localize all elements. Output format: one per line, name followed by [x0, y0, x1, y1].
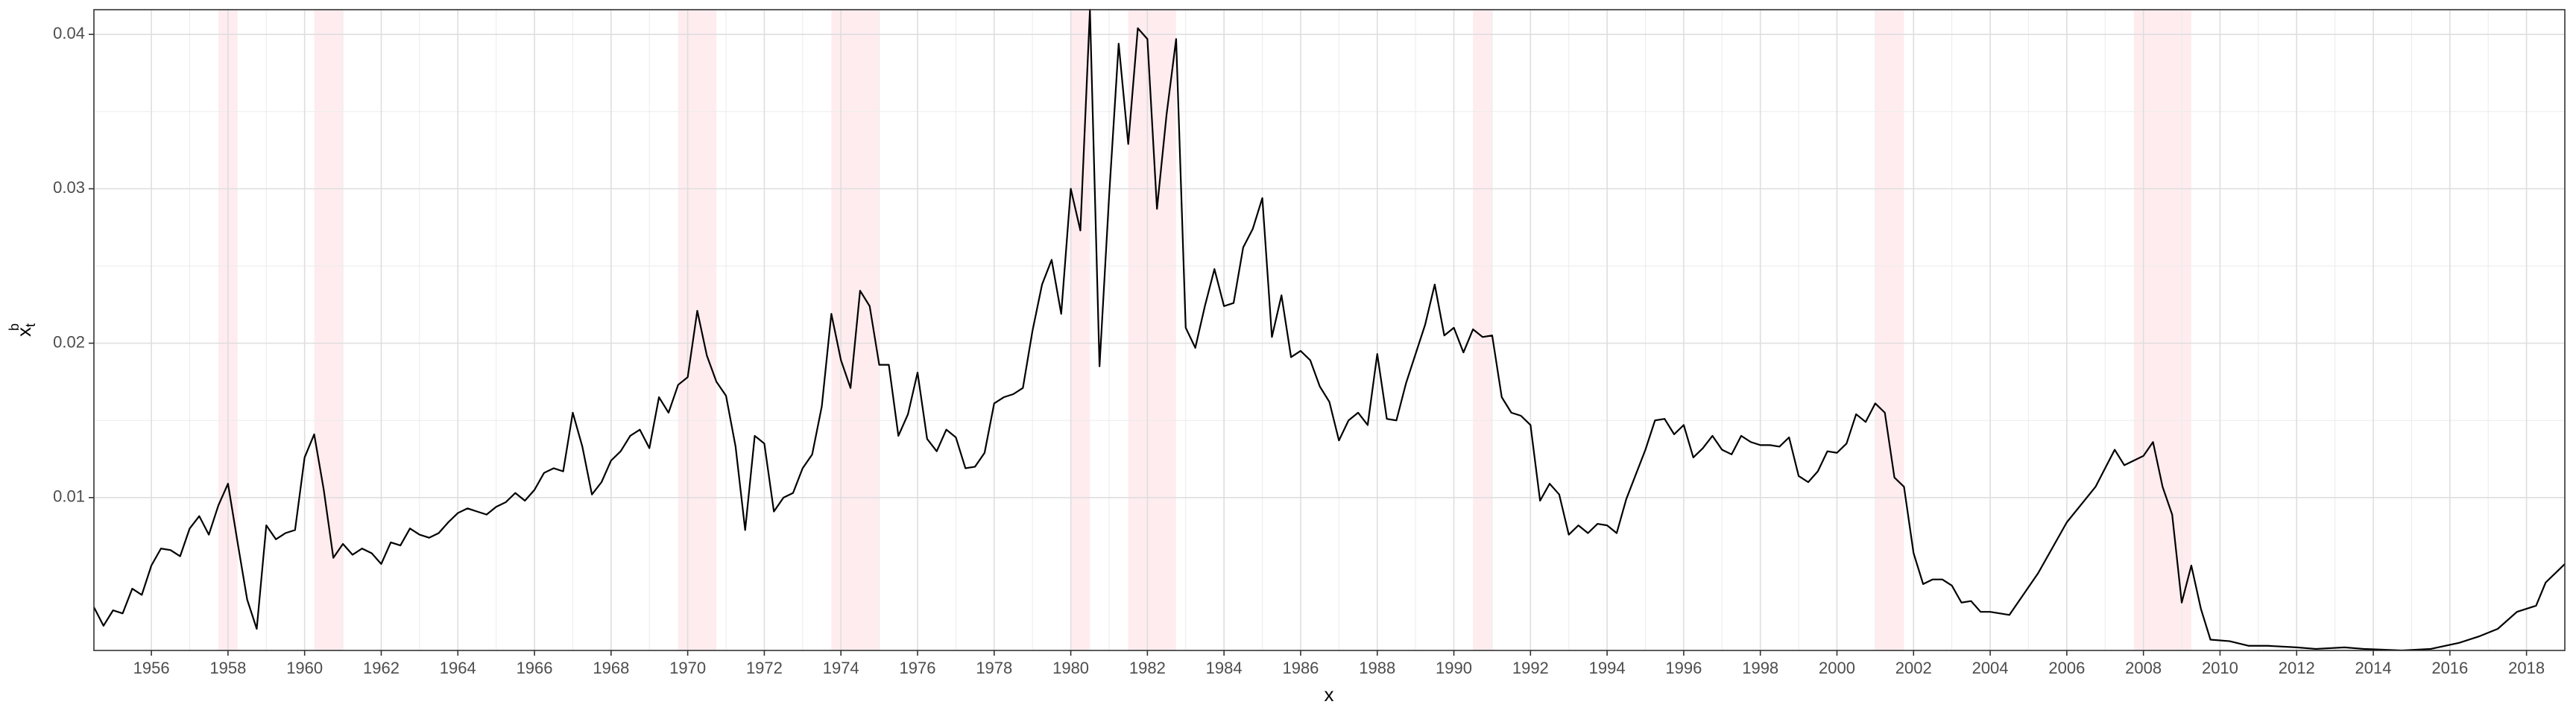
- shaded-region: [1473, 10, 1492, 650]
- x-tick-label: 1960: [286, 659, 323, 677]
- x-tick-label: 2010: [2202, 659, 2238, 677]
- y-tick-label: 0.01: [53, 487, 85, 506]
- x-tick-label: 1994: [1589, 659, 1626, 677]
- shaded-region: [314, 10, 344, 650]
- x-tick-label: 1978: [976, 659, 1012, 677]
- x-tick-label: 1998: [1742, 659, 1778, 677]
- x-tick-label: 1988: [1359, 659, 1395, 677]
- shaded-region: [2133, 10, 2191, 650]
- x-tick-label: 1992: [1512, 659, 1549, 677]
- x-tick-label: 1984: [1206, 659, 1243, 677]
- x-tick-label: 2008: [2125, 659, 2162, 677]
- shaded-region: [678, 10, 717, 650]
- x-tick-label: 1966: [517, 659, 553, 677]
- x-tick-label: 1956: [133, 659, 170, 677]
- x-tick-label: 1962: [363, 659, 400, 677]
- x-tick-label: 1990: [1436, 659, 1472, 677]
- x-tick-label: 1982: [1129, 659, 1166, 677]
- y-tick-label: 0.02: [53, 332, 85, 351]
- x-tick-label: 1980: [1052, 659, 1089, 677]
- x-tick-label: 1986: [1282, 659, 1319, 677]
- shaded-region: [1875, 10, 1904, 650]
- x-tick-label: 2014: [2355, 659, 2392, 677]
- shaded-region: [1128, 10, 1176, 650]
- x-axis-title: x: [1325, 683, 1334, 706]
- x-tick-label: 2012: [2279, 659, 2315, 677]
- y-axis-title-base: x: [13, 327, 35, 337]
- x-tick-label: 1964: [440, 659, 476, 677]
- x-tick-label: 1958: [209, 659, 246, 677]
- x-tick-label: 1976: [900, 659, 936, 677]
- x-tick-label: 1970: [669, 659, 706, 677]
- x-tick-label: 2004: [1972, 659, 2009, 677]
- x-tick-label: 1974: [823, 659, 859, 677]
- x-tick-label: 1972: [746, 659, 783, 677]
- x-tick-label: 2000: [1819, 659, 1855, 677]
- x-tick-label: 1968: [593, 659, 629, 677]
- y-axis-title-sub: t: [23, 323, 38, 327]
- shaded-region: [1070, 10, 1090, 650]
- y-tick-label: 0.03: [53, 178, 85, 197]
- y-axis-title-sup: b: [7, 323, 22, 331]
- x-tick-label: 1996: [1665, 659, 1702, 677]
- x-tick-label: 2006: [2048, 659, 2085, 677]
- shaded-region: [831, 10, 880, 650]
- data-line: [94, 8, 2565, 650]
- x-tick-label: 2018: [2508, 659, 2545, 677]
- y-tick-label: 0.04: [53, 24, 85, 42]
- plot-border: [93, 9, 2566, 651]
- y-axis-title: xtb: [7, 323, 38, 337]
- x-tick-label: 2016: [2431, 659, 2468, 677]
- x-tick-label: 2002: [1895, 659, 1932, 677]
